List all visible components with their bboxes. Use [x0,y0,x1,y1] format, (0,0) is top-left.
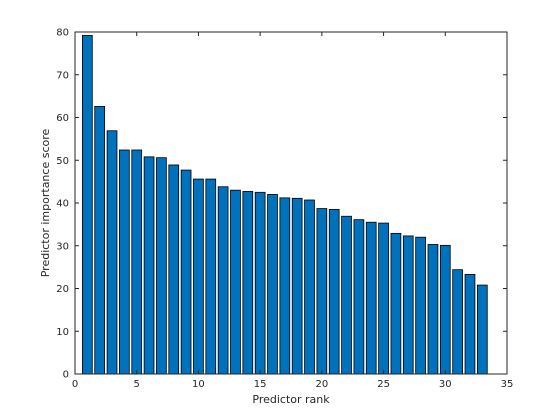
bar-rank-29 [427,244,439,375]
bar-rank-16 [267,194,278,375]
y-tick-label: 50 [56,156,69,167]
bar-rank-3 [106,130,118,375]
bar-rank-25 [378,222,389,375]
bar-rank-8 [168,164,180,375]
x-tick-label: 25 [377,379,390,390]
bars [82,35,488,375]
bar-rank-27 [402,235,414,375]
x-tick-label: 15 [254,379,267,390]
bar-rank-14 [242,191,254,375]
y-tick-label: 60 [56,113,69,124]
bar-rank-15 [254,191,266,375]
x-tick-label: 20 [315,379,328,390]
y-tick-label: 30 [56,241,69,252]
bar-rank-30 [439,244,451,375]
bar-rank-10 [193,178,204,375]
bar-rank-1 [82,35,93,375]
bar-rank-11 [205,178,217,375]
bar-rank-18 [291,197,303,375]
bar-rank-28 [415,236,426,375]
y-tick-label: 10 [56,327,69,338]
bar-rank-7 [156,157,167,375]
y-tick-label: 40 [56,199,69,210]
bar-rank-2 [94,105,106,375]
y-tick-label: 0 [63,370,69,381]
y-axis-label: Predictor importance score [39,129,52,278]
bar-rank-21 [328,209,340,375]
bar-rank-26 [390,232,402,375]
bar-rank-31 [452,269,463,375]
bar-rank-12 [217,186,229,375]
bar-rank-20 [316,208,328,375]
bar-rank-19 [304,199,315,375]
bar-rank-24 [365,221,377,375]
x-tick-label: 30 [439,379,452,390]
y-tick-label: 80 [56,28,69,39]
bar-rank-4 [119,149,130,375]
x-tick-label: 5 [134,379,140,390]
bar-rank-17 [279,197,291,375]
x-tick-label: 0 [72,379,78,390]
bar-rank-13 [230,189,241,375]
x-tick-label: 35 [501,379,514,390]
y-tick-label: 20 [56,284,69,295]
bar-rank-6 [143,156,155,375]
bar-rank-32 [464,273,476,375]
x-axis-label: Predictor rank [252,393,330,406]
bar-rank-33 [476,284,488,375]
x-tick-label: 10 [192,379,205,390]
bar-rank-23 [353,219,365,375]
bar-rank-5 [131,149,143,375]
y-axis-ticks: 0 10 20 30 40 50 60 70 80 [56,28,507,381]
x-axis-ticks: 0 5 10 15 20 25 30 35 [72,32,514,390]
bar-rank-9 [180,169,192,375]
bar-rank-22 [341,215,352,375]
y-tick-label: 70 [56,70,69,81]
